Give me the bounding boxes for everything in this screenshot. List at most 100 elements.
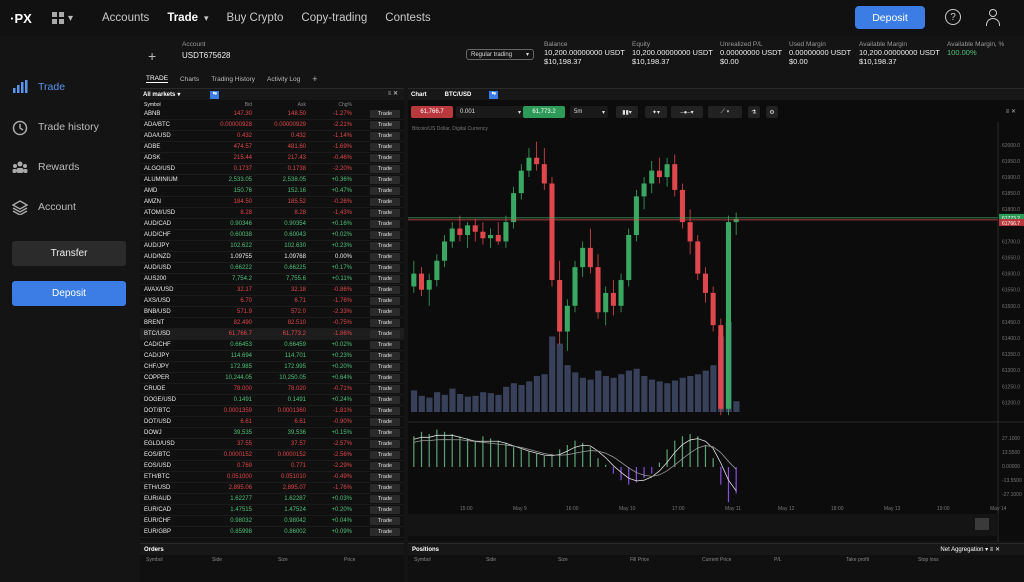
price-chart[interactable]: Bitcoin/US Dollar, Digital Currency 6200… <box>408 122 1024 542</box>
gear-icon[interactable]: ⚙ <box>766 106 778 118</box>
apps-menu-button[interactable]: ▾ <box>52 12 92 24</box>
market-row[interactable]: EOS/USD 0.769 0.771 -2.29% Trade <box>140 461 404 472</box>
market-row[interactable]: CRUDE 78.000 78.020 -0.71% Trade <box>140 384 404 395</box>
time-navigator[interactable] <box>408 514 998 536</box>
trade-button[interactable]: Trade <box>370 330 400 338</box>
market-row[interactable]: ETH/BTC 0.051000 0.051010 -0.49% Trade <box>140 472 404 483</box>
trade-button[interactable]: Trade <box>370 297 400 305</box>
nav-copy-trading[interactable]: Copy-trading <box>301 12 368 24</box>
market-row[interactable]: BTC/USD 61,766.7 61,773.2 -1.86% Trade <box>140 329 404 340</box>
market-row[interactable]: EOS/BTC 0.0000152 0.0000152 -2.56% Trade <box>140 450 404 461</box>
add-account-icon[interactable]: + <box>148 48 157 64</box>
trade-button[interactable]: Trade <box>370 132 400 140</box>
trade-button[interactable]: Trade <box>370 275 400 283</box>
market-row[interactable]: AUD/NZD 1.09755 1.09768 0.00% Trade <box>140 252 404 263</box>
market-row[interactable]: EUR/CHF 0.98032 0.98042 +0.04% Trade <box>140 516 404 527</box>
account-id[interactable]: USDT675628 <box>182 51 231 60</box>
market-row[interactable]: DOT/USD 6.61 6.61 -0.90% Trade <box>140 417 404 428</box>
trade-button[interactable]: Trade <box>370 165 400 173</box>
trade-button[interactable]: Trade <box>370 143 400 151</box>
trade-button[interactable]: Trade <box>370 517 400 525</box>
nav-contests[interactable]: Contests <box>385 12 431 24</box>
trade-button[interactable]: Trade <box>370 396 400 404</box>
trade-button[interactable]: Trade <box>370 220 400 228</box>
market-row[interactable]: ADA/USD 0.432 0.432 -1.14% Trade <box>140 131 404 142</box>
tab-activity-log[interactable]: Activity Log <box>267 75 301 83</box>
trade-button[interactable]: Trade <box>370 440 400 448</box>
market-row[interactable]: DOWJ 39,535 39,536 +0.15% Trade <box>140 428 404 439</box>
trade-button[interactable]: Trade <box>370 319 400 327</box>
market-row[interactable]: CAD/CHF 0.66453 0.66459 +0.02% Trade <box>140 340 404 351</box>
link-toggle-icon[interactable]: ⇆ <box>210 90 220 99</box>
link-toggle-icon[interactable]: ⇆ <box>489 90 499 99</box>
market-row[interactable]: AMD 150.76 152.16 +0.47% Trade <box>140 186 404 197</box>
market-row[interactable]: COPPER 10,244.05 10,250.05 +0.64% Trade <box>140 373 404 384</box>
sell-button[interactable]: 61,766.7 <box>411 106 453 118</box>
market-row[interactable]: ALGO/USD 0.1737 0.1738 -2.20% Trade <box>140 164 404 175</box>
market-row[interactable]: EUR/CAD 1.47515 1.47524 +0.20% Trade <box>140 505 404 516</box>
tab-trade[interactable]: TRADE <box>146 75 169 83</box>
timeframe-select[interactable]: 5m ▾ <box>570 106 608 118</box>
market-row[interactable]: ALUMINIUM 2,533.05 2,538.05 +0.36% Trade <box>140 175 404 186</box>
trade-button[interactable]: Trade <box>370 286 400 294</box>
market-row[interactable]: AUD/USD 0.66222 0.66225 +0.17% Trade <box>140 263 404 274</box>
market-row[interactable]: BNB/USD 571.9 572.0 -2.33% Trade <box>140 307 404 318</box>
trade-button[interactable]: Trade <box>370 495 400 503</box>
market-row[interactable]: AUD/CHF 0.60038 0.60043 +0.02% Trade <box>140 230 404 241</box>
help-icon[interactable]: ? <box>945 9 961 25</box>
candle-type-icon[interactable]: ▮▮▾ <box>616 106 638 118</box>
flask-icon[interactable]: ⚗ <box>748 106 760 118</box>
market-row[interactable]: AUD/CAD 0.90346 0.90354 +0.16% Trade <box>140 219 404 230</box>
market-row[interactable]: EUR/AUD 1.62277 1.62287 +0.03% Trade <box>140 494 404 505</box>
trade-button[interactable]: Trade <box>370 418 400 426</box>
market-row[interactable]: ADSK 215.44 217.43 -0.46% Trade <box>140 153 404 164</box>
trade-button[interactable]: Trade <box>370 264 400 272</box>
chart-symbol[interactable]: BTC/USD <box>444 91 472 98</box>
trade-button[interactable]: Trade <box>370 473 400 481</box>
market-row[interactable]: BRENT 82.490 82.510 -0.75% Trade <box>140 318 404 329</box>
market-row[interactable]: CAD/JPY 114.694 114.701 +0.23% Trade <box>140 351 404 362</box>
trade-button[interactable]: Trade <box>370 110 400 118</box>
trade-button[interactable]: Trade <box>370 198 400 206</box>
trade-button[interactable]: Trade <box>370 462 400 470</box>
market-row[interactable]: ETH/USD 2,895.06 2,895.07 -1.76% Trade <box>140 483 404 494</box>
market-row[interactable]: DOGE/USD 0.1491 0.1491 +0.24% Trade <box>140 395 404 406</box>
user-profile-icon[interactable] <box>985 9 1001 27</box>
market-row[interactable]: ADA/BTC 0.00000928 0.00000929 -2.21% Trade <box>140 120 404 131</box>
deposit-button-sidebar[interactable]: Deposit <box>12 281 126 306</box>
sidebar-item-account[interactable]: Account <box>11 200 76 216</box>
transfer-button[interactable]: Transfer <box>12 241 126 266</box>
drawing-mode-icon[interactable]: –●–▾ <box>671 106 703 118</box>
navigator-handle[interactable] <box>975 518 989 530</box>
tab-trading-history[interactable]: Trading History <box>211 75 256 83</box>
panel-menu-icon[interactable]: ≡ ✕ <box>387 91 398 97</box>
draw-line-icon[interactable]: ⟋ ▾ <box>708 106 742 118</box>
market-row[interactable]: AXS/USD 6.70 6.71 -1.76% Trade <box>140 296 404 307</box>
market-row[interactable]: DOT/BTC 0.0001359 0.0001360 -1.81% Trade <box>140 406 404 417</box>
market-row[interactable]: EGLD/USD 37.55 37.57 -2.57% Trade <box>140 439 404 450</box>
trade-button[interactable]: Trade <box>370 506 400 514</box>
trade-button[interactable]: Trade <box>370 352 400 360</box>
trade-button[interactable]: Trade <box>370 363 400 371</box>
market-row[interactable]: AUS200 7,754.2 7,755.6 +0.11% Trade <box>140 274 404 285</box>
nav-trade[interactable]: Trade <box>167 12 198 24</box>
trade-button[interactable]: Trade <box>370 484 400 492</box>
market-row[interactable]: ATOM/USD 8.28 8.28 -1.43% Trade <box>140 208 404 219</box>
trade-button[interactable]: Trade <box>370 253 400 261</box>
sidebar-item-rewards[interactable]: Rewards <box>12 160 79 174</box>
market-row[interactable]: CHF/JPY 172.985 172.995 +0.20% Trade <box>140 362 404 373</box>
tab-charts[interactable]: Charts <box>180 75 200 83</box>
trade-button[interactable]: Trade <box>370 374 400 382</box>
trade-button[interactable]: Trade <box>370 341 400 349</box>
deposit-button-top[interactable]: Deposit <box>855 6 925 29</box>
trading-mode-select[interactable]: Regular trading ▾ <box>466 49 534 60</box>
panel-menu-icon[interactable]: ≡ ✕ <box>1005 109 1016 115</box>
trade-button[interactable]: Trade <box>370 121 400 129</box>
buy-button[interactable]: 61,773.2 <box>523 106 565 118</box>
trade-button[interactable]: Trade <box>370 242 400 250</box>
chevron-down-icon[interactable]: ▾ <box>177 92 181 98</box>
add-tab-icon[interactable]: + <box>312 74 318 84</box>
trade-button[interactable]: Trade <box>370 429 400 437</box>
sidebar-item-trade[interactable]: Trade <box>12 80 65 94</box>
brand-logo[interactable]: ·PX <box>10 10 32 26</box>
